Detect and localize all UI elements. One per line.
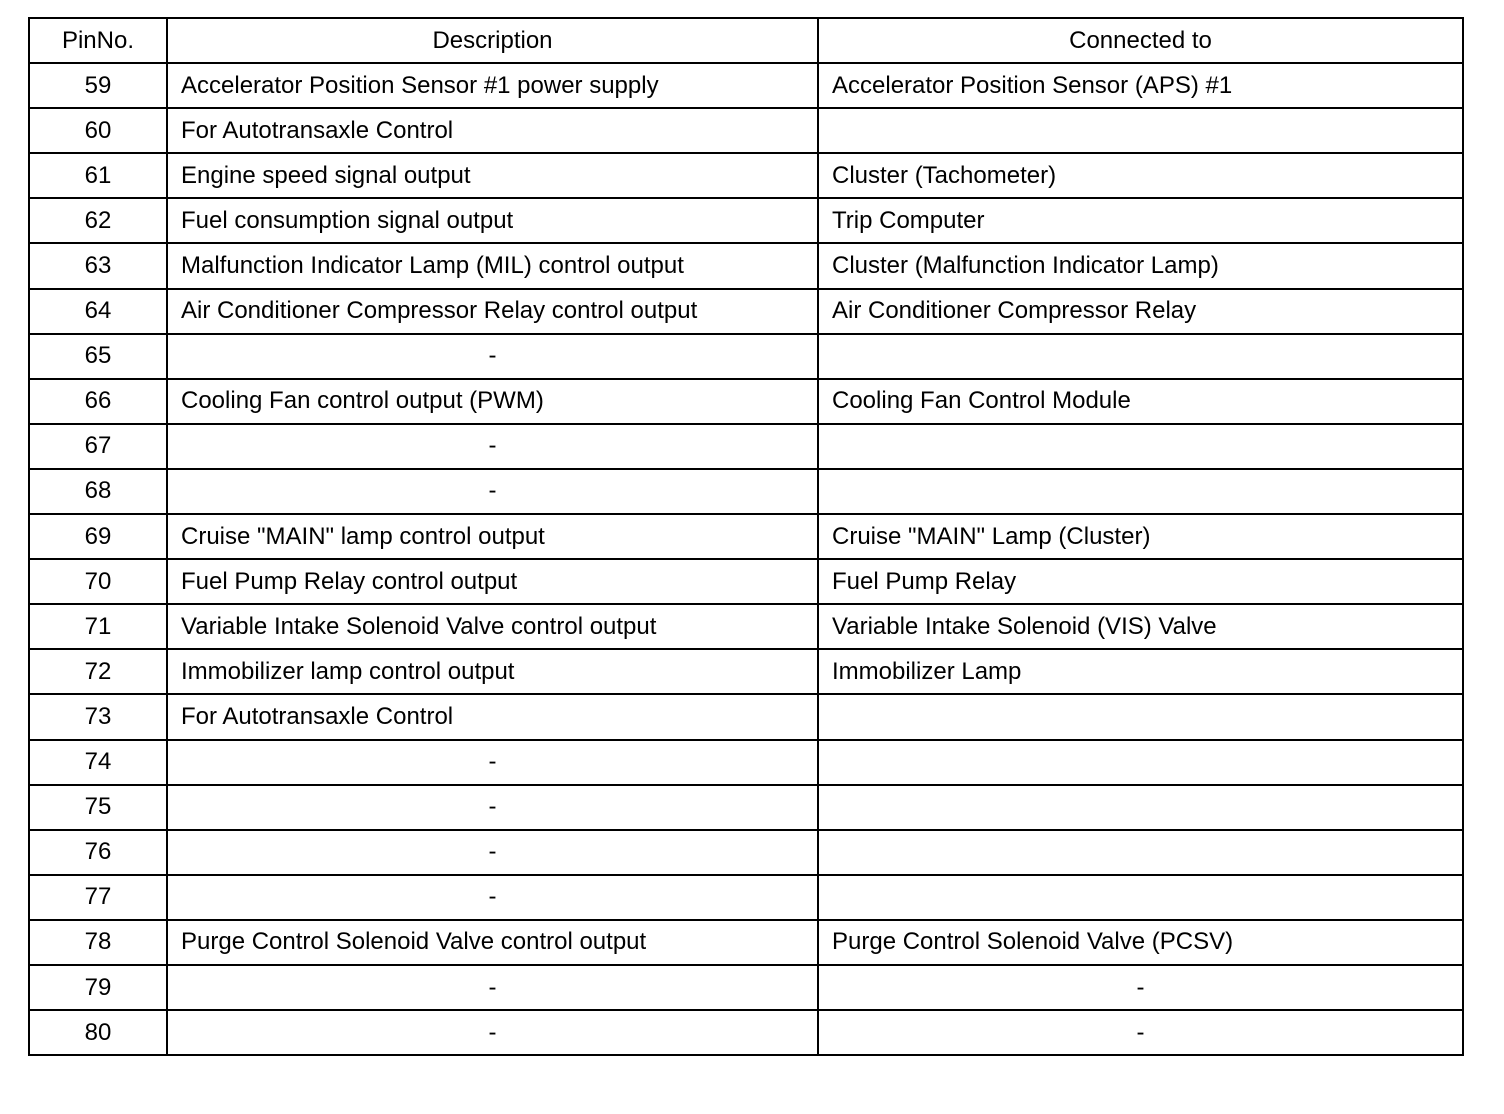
connected-to-cell bbox=[817, 738, 1464, 786]
pin-cell: 61 bbox=[28, 152, 168, 200]
table-row: 78 Purge Control Solenoid Valve control o… bbox=[28, 918, 1464, 966]
connected-to-cell bbox=[817, 332, 1464, 380]
connected-to-cell bbox=[817, 828, 1464, 876]
description-cell: Variable Intake Solenoid Valve control o… bbox=[166, 603, 819, 651]
description-cell: Engine speed signal output bbox=[166, 152, 819, 200]
table-row: 64 Air Conditioner Compressor Relay contr… bbox=[28, 287, 1464, 335]
pin-cell: 65 bbox=[28, 332, 168, 380]
connected-to-cell bbox=[817, 422, 1464, 470]
header-description: Description bbox=[166, 16, 819, 65]
description-cell: Purge Control Solenoid Valve control out… bbox=[166, 918, 819, 966]
description-cell: Air Conditioner Compressor Relay control… bbox=[166, 287, 819, 335]
description-cell: For Autotransaxle Control bbox=[166, 107, 819, 155]
connected-to-cell: Immobilizer Lamp bbox=[817, 648, 1464, 696]
connected-to-cell: Air Conditioner Compressor Relay bbox=[817, 287, 1464, 335]
table-row: 66 Cooling Fan control output (PWM) Coolin… bbox=[28, 377, 1464, 425]
description-cell: Fuel Pump Relay control output bbox=[166, 558, 819, 606]
pin-cell: 69 bbox=[28, 513, 168, 561]
description-cell: Cooling Fan control output (PWM) bbox=[166, 377, 819, 425]
connected-to-cell: Purge Control Solenoid Valve (PCSV) bbox=[817, 918, 1464, 966]
connected-to-cell: Cluster (Tachometer) bbox=[817, 152, 1464, 200]
pin-table: PinNo. Description Connected to 59 Accele… bbox=[28, 16, 1464, 1057]
pin-cell: 59 bbox=[28, 62, 168, 110]
connected-to-cell: Cooling Fan Control Module bbox=[817, 377, 1464, 425]
pin-cell: 70 bbox=[28, 558, 168, 606]
description-cell: - bbox=[166, 828, 819, 876]
pin-cell: 79 bbox=[28, 963, 168, 1012]
connected-to-cell bbox=[817, 107, 1464, 155]
pin-cell: 67 bbox=[28, 422, 168, 470]
pin-cell: 74 bbox=[28, 738, 168, 786]
description-cell: Malfunction Indicator Lamp (MIL) control… bbox=[166, 242, 819, 290]
table-row: 60 For Autotransaxle Control bbox=[28, 107, 1464, 155]
description-cell: Cruise "MAIN" lamp control output bbox=[166, 513, 819, 561]
pin-cell: 71 bbox=[28, 603, 168, 651]
table-row: 59 Accelerator Position Sensor #1 power s… bbox=[28, 62, 1464, 110]
pin-cell: 76 bbox=[28, 828, 168, 876]
table-row: 79- - bbox=[28, 963, 1464, 1012]
pin-cell: 72 bbox=[28, 648, 168, 696]
header-row: PinNo. Description Connected to bbox=[28, 16, 1464, 65]
description-cell: - bbox=[166, 738, 819, 786]
connected-to-cell bbox=[817, 873, 1464, 921]
description-cell: - bbox=[166, 1009, 819, 1057]
header-connected-to: Connected to bbox=[817, 16, 1464, 65]
table-row: 63 Malfunction Indicator Lamp (MIL) contr… bbox=[28, 242, 1464, 290]
pin-cell: 73 bbox=[28, 693, 168, 741]
table-row: 71 Variable Intake Solenoid Valve control… bbox=[28, 603, 1464, 651]
connected-to-cell: Fuel Pump Relay bbox=[817, 558, 1464, 606]
table-row: 61 Engine speed signal output Cluster (Tac… bbox=[28, 152, 1464, 200]
connected-to-cell bbox=[817, 693, 1464, 741]
connected-to-cell: Variable Intake Solenoid (VIS) Valve bbox=[817, 603, 1464, 651]
connected-to-cell: Accelerator Position Sensor (APS) #1 bbox=[817, 62, 1464, 110]
description-cell: - bbox=[166, 332, 819, 380]
description-cell: - bbox=[166, 873, 819, 921]
pin-cell: 64 bbox=[28, 287, 168, 335]
description-cell: - bbox=[166, 783, 819, 831]
description-cell: Accelerator Position Sensor #1 power sup… bbox=[166, 62, 819, 110]
description-cell: Immobilizer lamp control output bbox=[166, 648, 819, 696]
pin-cell: 68 bbox=[28, 467, 168, 516]
pin-cell: 80 bbox=[28, 1009, 168, 1057]
table-row: 75- bbox=[28, 783, 1464, 831]
table-row: 62 Fuel consumption signal output Trip Com… bbox=[28, 197, 1464, 245]
connected-to-cell: Trip Computer bbox=[817, 197, 1464, 245]
table-row: 72 Immobilizer lamp control output Immobil… bbox=[28, 648, 1464, 696]
description-cell: For Autotransaxle Control bbox=[166, 693, 819, 741]
pin-cell: 77 bbox=[28, 873, 168, 921]
table-row: 67- bbox=[28, 422, 1464, 470]
description-cell: - bbox=[166, 963, 819, 1012]
table-row: 74- bbox=[28, 738, 1464, 786]
connected-to-cell: - bbox=[817, 1009, 1464, 1057]
pin-cell: 62 bbox=[28, 197, 168, 245]
table-row: 65- bbox=[28, 332, 1464, 380]
table-row: 70 Fuel Pump Relay control output Fuel Pum… bbox=[28, 558, 1464, 606]
pin-cell: 75 bbox=[28, 783, 168, 831]
connected-to-cell bbox=[817, 783, 1464, 831]
table-row: 73 For Autotransaxle Control bbox=[28, 693, 1464, 741]
table-row: 76- bbox=[28, 828, 1464, 876]
pin-cell: 66 bbox=[28, 377, 168, 425]
description-cell: Fuel consumption signal output bbox=[166, 197, 819, 245]
description-cell: - bbox=[166, 422, 819, 470]
header-pin: PinNo. bbox=[28, 16, 168, 65]
connected-to-cell bbox=[817, 467, 1464, 516]
table-row: 77- bbox=[28, 873, 1464, 921]
table-row: 68- bbox=[28, 467, 1464, 516]
connected-to-cell: - bbox=[817, 963, 1464, 1012]
table-row: 69 Cruise "MAIN" lamp control output Cruis… bbox=[28, 513, 1464, 561]
connected-to-cell: Cluster (Malfunction Indicator Lamp) bbox=[817, 242, 1464, 290]
description-cell: - bbox=[166, 467, 819, 516]
table-row: 80- - bbox=[28, 1009, 1464, 1057]
connected-to-cell: Cruise "MAIN" Lamp (Cluster) bbox=[817, 513, 1464, 561]
pin-cell: 63 bbox=[28, 242, 168, 290]
pin-cell: 60 bbox=[28, 107, 168, 155]
pin-cell: 78 bbox=[28, 918, 168, 966]
